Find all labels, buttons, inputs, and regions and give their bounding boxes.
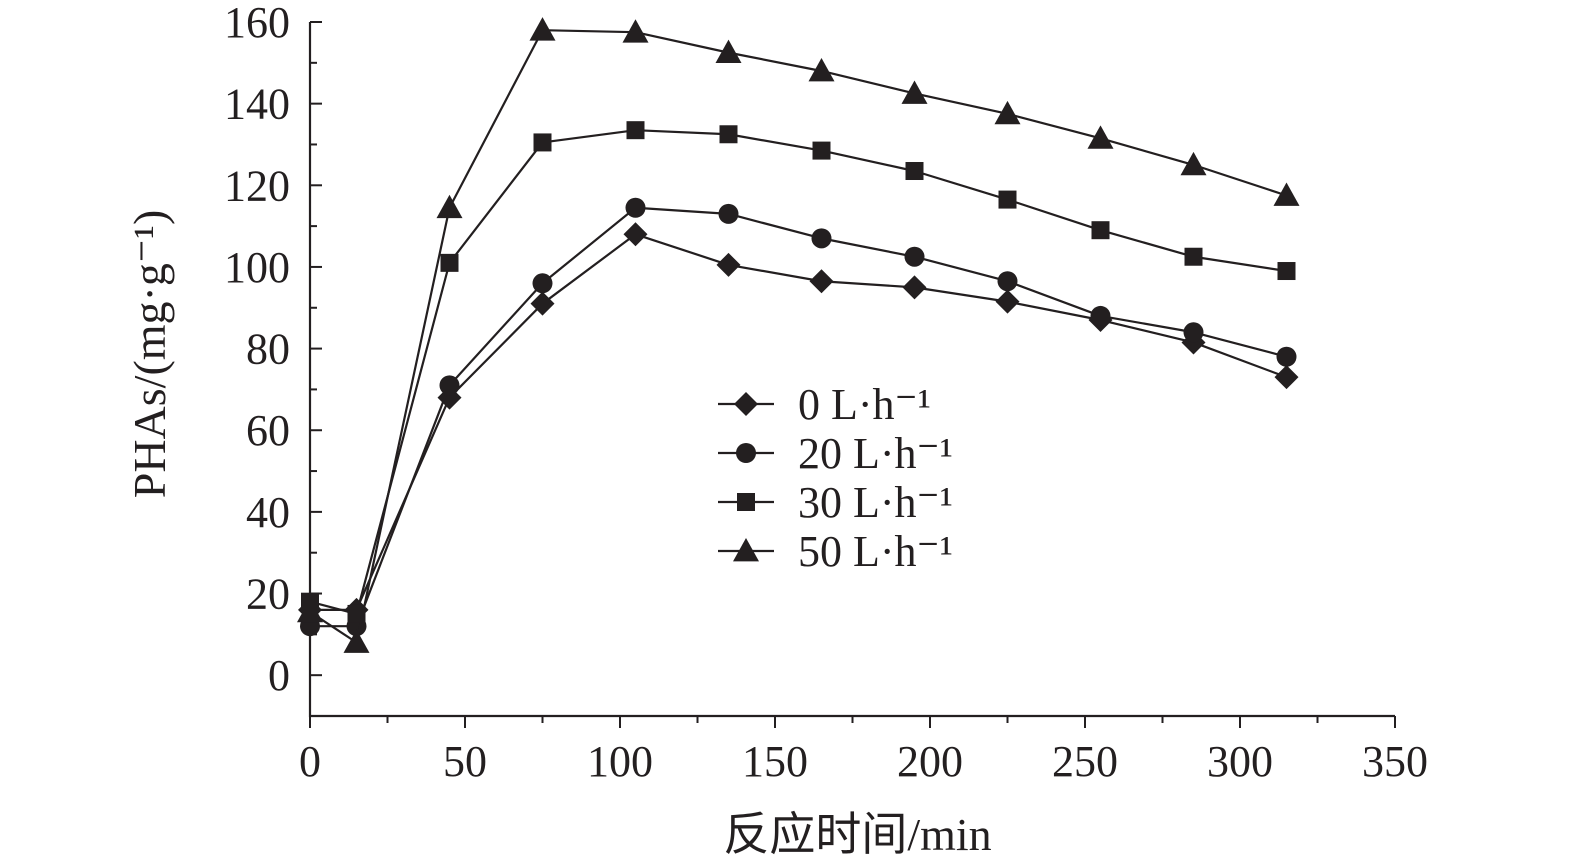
data-point: [439, 375, 460, 396]
x-axis-title: 反应时间/min: [723, 809, 991, 860]
axis-frame: [308, 22, 1395, 718]
data-point: [905, 162, 924, 181]
data-point: [343, 629, 370, 653]
data-point: [902, 275, 927, 300]
data-point: [1277, 262, 1296, 281]
y-tick-label: 80: [246, 325, 290, 374]
data-point: [1184, 247, 1203, 266]
y-tick-label: 120: [224, 161, 290, 210]
data-point: [297, 598, 323, 623]
legend: 0 L·h⁻¹20 L·h⁻¹30 L·h⁻¹50 L·h⁻¹: [718, 380, 953, 576]
data-point: [904, 246, 925, 267]
data-point: [626, 121, 645, 140]
axes: 0 50 100 150 200 250 300 350 0 20 40 60 80 100 120 140 1…: [224, 0, 1428, 786]
data-point: [812, 141, 831, 160]
x-tick-label: 0: [299, 737, 321, 786]
data-point: [1273, 182, 1300, 206]
series-line: [309, 129, 1287, 616]
data-point: [719, 125, 738, 144]
data-point: [1180, 151, 1207, 176]
legend-marker: [733, 538, 759, 562]
data-point: [1183, 322, 1204, 343]
y-tick-label: 140: [224, 80, 290, 129]
legend-item: 0 L·h⁻¹: [718, 380, 931, 429]
series-line: [310, 233, 1287, 611]
data-point: [715, 39, 742, 64]
y-tick-label: 100: [224, 243, 290, 292]
series-2: [301, 121, 1296, 623]
data-point: [998, 190, 1017, 209]
data-point: [530, 291, 555, 316]
data-point: [532, 273, 553, 294]
legend-label: 0 L·h⁻¹: [798, 380, 931, 429]
legend-marker: [737, 493, 755, 511]
x-tick-label: 350: [1362, 737, 1428, 786]
legend-label: 30 L·h⁻¹: [798, 478, 953, 527]
legend-marker: [734, 392, 758, 416]
x-tick-label: 100: [587, 737, 653, 786]
legend-label: 20 L·h⁻¹: [798, 429, 953, 478]
data-point: [440, 253, 459, 272]
data-point: [901, 80, 928, 104]
y-axis-title: PHAs/(mg·g⁻¹): [124, 210, 175, 499]
legend-item: 20 L·h⁻¹: [718, 429, 953, 478]
x-tick-label: 250: [1052, 737, 1118, 786]
y-tick-label: 20: [246, 570, 290, 619]
data-point: [1091, 221, 1110, 240]
series-line: [309, 29, 1287, 644]
y-tick-label: 160: [224, 0, 290, 47]
legend-item: 50 L·h⁻¹: [718, 527, 953, 576]
data-point: [436, 194, 463, 219]
series-layer: [297, 17, 1300, 653]
data-point: [1087, 125, 1114, 149]
data-point: [997, 271, 1018, 292]
data-point: [529, 17, 556, 41]
x-tick-label: 150: [742, 737, 808, 786]
y-tick-label: 40: [246, 488, 290, 537]
legend-label: 50 L·h⁻¹: [798, 527, 953, 576]
data-point: [811, 228, 832, 249]
data-point: [623, 222, 648, 247]
data-point: [994, 100, 1021, 125]
x-tick-label: 300: [1207, 737, 1273, 786]
data-point: [809, 269, 834, 294]
data-point: [625, 197, 646, 218]
data-point: [718, 203, 739, 224]
data-point: [533, 133, 552, 152]
series-3: [297, 17, 1300, 653]
data-point: [995, 289, 1020, 314]
data-point: [808, 57, 835, 82]
y-tick-label: 60: [246, 406, 290, 455]
data-point: [622, 19, 649, 43]
data-point: [1274, 365, 1299, 390]
legend-item: 30 L·h⁻¹: [718, 478, 953, 527]
x-tick-label: 50: [443, 737, 487, 786]
data-point: [1276, 346, 1297, 367]
data-point: [1090, 305, 1111, 326]
data-point: [716, 252, 741, 277]
y-tick-label: 0: [268, 651, 290, 700]
legend-marker: [736, 443, 756, 463]
series-1: [300, 197, 1297, 637]
x-tick-label: 200: [897, 737, 963, 786]
series-line: [310, 206, 1287, 628]
